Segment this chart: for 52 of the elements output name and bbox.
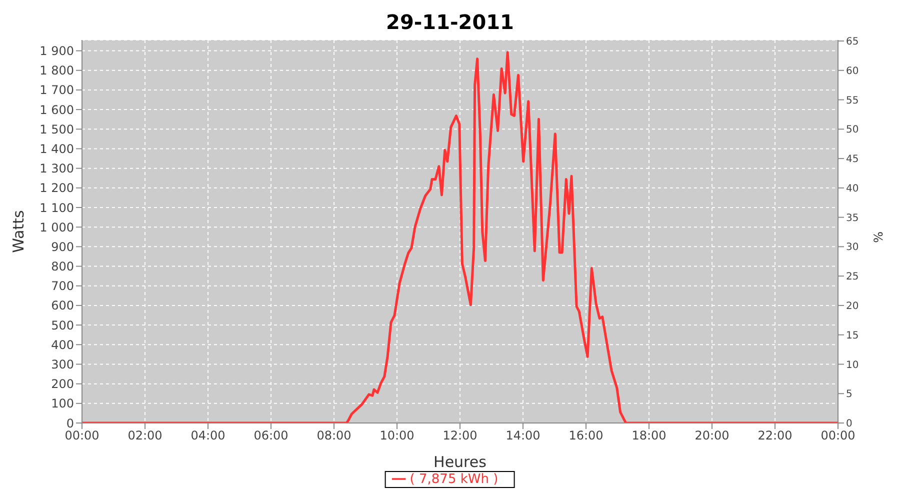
y2-tick-label: 20 <box>846 301 859 312</box>
y-tick-label: 100 <box>51 396 74 411</box>
y-tick-label: 200 <box>51 377 74 392</box>
x-tick-label: 00:00 <box>64 428 100 443</box>
x-tick-label: 18:00 <box>632 428 666 443</box>
y-tick-label: 900 <box>51 240 74 254</box>
y-tick-label: 500 <box>51 318 74 332</box>
x-tick-label: 14:00 <box>506 428 540 443</box>
x-tick-label: 06:00 <box>254 428 288 443</box>
x-tick-label: 10:00 <box>380 428 414 443</box>
x-tick-label: 22:00 <box>758 428 792 443</box>
y-tick-label: 1 300 <box>40 162 74 176</box>
y2-tick-label: 10 <box>846 360 859 371</box>
y-tick-label: 1 700 <box>40 83 74 98</box>
y2-tick-label: 45 <box>846 154 859 166</box>
y-tick-label: 400 <box>51 338 74 352</box>
y-tick-label: 800 <box>51 260 74 274</box>
x-tick-label: 00:00 <box>820 428 856 443</box>
x-tick-label: 02:00 <box>128 428 162 443</box>
y-tick-label: 0 <box>66 416 74 430</box>
x-axis-title: Heures <box>434 453 487 471</box>
x-tick-label: 16:00 <box>568 428 604 443</box>
y-tick-label: 600 <box>51 298 74 313</box>
y-tick-label: 1 800 <box>40 64 74 78</box>
x-tick-label: 20:00 <box>694 428 730 443</box>
y2-axis-title: % <box>871 232 886 243</box>
y-axis-title: Watts <box>9 210 28 253</box>
y2-tick-label: 55 <box>846 95 859 106</box>
y-tick-label: 1 100 <box>40 200 74 215</box>
y2-tick-label: 40 <box>846 183 859 194</box>
x-tick-label: 04:00 <box>190 428 226 443</box>
y2-tick-label: 0 <box>846 418 852 430</box>
x-tick-label: 08:00 <box>316 428 352 443</box>
y2-tick-label: 50 <box>846 124 859 136</box>
y-tick-label: 1 600 <box>40 102 74 117</box>
legend-label: ( 7,875 kWh ) <box>410 472 498 487</box>
y-tick-label: 1 000 <box>40 220 74 234</box>
y-tick-label: 700 <box>51 279 74 294</box>
y2-tick-label: 25 <box>846 272 859 283</box>
y-tick-label: 1 400 <box>40 142 74 156</box>
y2-tick-label: 35 <box>846 212 859 224</box>
y2-tick-label: 15 <box>846 330 859 342</box>
y2-tick-label: 65 <box>846 36 859 48</box>
chart-title: 29-11-2011 <box>385 9 515 36</box>
y-tick-label: 300 <box>51 357 74 372</box>
y-tick-label: 1 900 <box>40 44 74 58</box>
y-tick-label: 1 200 <box>40 181 74 196</box>
y2-tick-label: 60 <box>846 66 859 77</box>
y-tick-label: 1 500 <box>40 122 74 136</box>
x-tick-label: 12:00 <box>442 428 478 443</box>
y2-tick-label: 5 <box>846 389 852 400</box>
y2-tick-label: 30 <box>846 242 859 254</box>
